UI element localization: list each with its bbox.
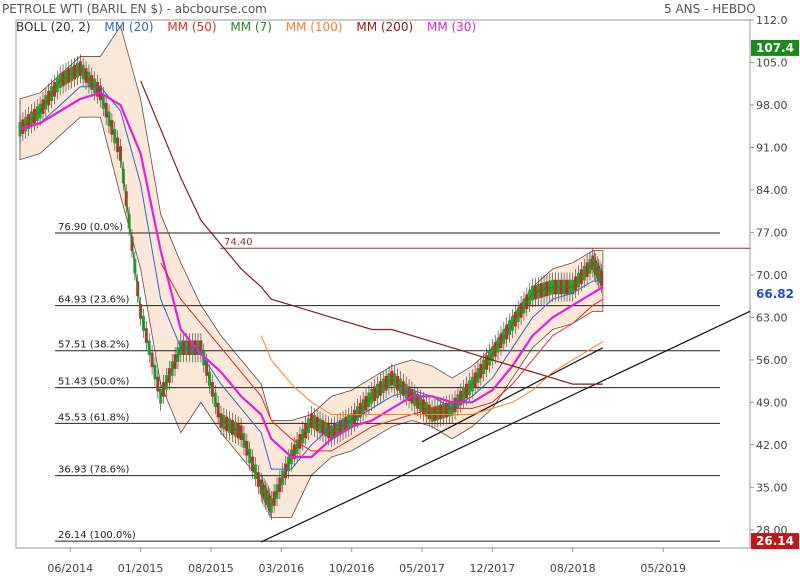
fibonacci-label: 45.53 (61.8%) [58, 412, 129, 423]
legend-item-mm30: MM (30) [426, 20, 477, 34]
x-tick-label: 06/2014 [47, 562, 93, 575]
fibonacci-label: 51.43 (50.0%) [58, 377, 129, 388]
last-high-tag-bg [751, 39, 799, 56]
series-line-mm50 [160, 262, 604, 452]
trend-lines [260, 310, 751, 543]
y-tick-label: 84.00 [756, 184, 788, 197]
x-tick-label: 10/2016 [329, 562, 375, 575]
last-price-tag-bg [751, 286, 799, 303]
fibonacci-levels: 76.90 (0.0%) 64.93 (23.6%) 57.51 (38.2%) 51… [55, 222, 750, 542]
x-tick-label: 08/2018 [550, 562, 596, 575]
support-trend-line [421, 347, 604, 443]
fibonacci-label: 26.14 (100.0%) [58, 530, 136, 541]
legend-item-mm50: MM (50) [167, 20, 217, 34]
legend-item-mm7: MM (7) [230, 20, 272, 34]
candle-body [18, 121, 22, 137]
resistance-label: 74.40 [224, 237, 253, 248]
plot-frame [15, 19, 751, 549]
y-tick-label: 42.00 [756, 439, 788, 452]
support-trend-line [260, 310, 751, 543]
series-line-mm20 [19, 86, 603, 470]
last-high-tag: 107.4 [756, 41, 794, 55]
moving-averages [19, 67, 604, 507]
x-tick-label: 03/2016 [258, 562, 304, 575]
last-price-tag: 66.82 [756, 287, 794, 301]
x-tick-label: 01/2015 [118, 562, 164, 575]
fibonacci-label: 57.51 (38.2%) [58, 340, 129, 351]
y-tick-label: 98.00 [756, 99, 788, 112]
legend: BOLL (20, 2) MM (20) MM (50) MM (7) MM (… [16, 20, 486, 34]
chart-period: 5 ANS - HEBDO [664, 2, 756, 16]
legend-item-mm200: MM (200) [356, 20, 414, 34]
series-line-mm100 [260, 335, 604, 415]
chart-title: PETROLE WTI (BARIL EN $) - abcbourse.com [2, 2, 267, 16]
last-low-tag-bg [751, 533, 799, 550]
x-tick-label: 05/2017 [399, 562, 445, 575]
bollinger-band-area [19, 25, 604, 519]
legend-item-boll: BOLL (20, 2) [16, 20, 91, 34]
price-tags: 107.4 66.82 26.14 [751, 39, 799, 550]
y-axis: 112.0 105.0 98.00 91.00 84.00 77.00 70.00 63.00… [750, 14, 788, 537]
y-tick-label: 56.00 [756, 354, 788, 367]
y-tick-label: 63.00 [756, 311, 788, 324]
x-axis: 06/2014 01/2015 08/2015 03/2016 10/2016 05/20… [47, 548, 686, 575]
bollinger-band [19, 25, 604, 519]
y-tick-label: 49.00 [756, 396, 788, 409]
legend-item-mm100: MM (100) [285, 20, 343, 34]
x-tick-label: 08/2015 [188, 562, 234, 575]
series-line-mm200 [140, 80, 603, 385]
x-tick-label: 05/2019 [640, 562, 686, 575]
legend-item-mm20: MM (20) [104, 20, 154, 34]
y-tick-label: 77.00 [756, 226, 788, 239]
fibonacci-label: 64.93 (23.6%) [58, 295, 129, 306]
y-tick-label: 112.0 [756, 14, 788, 27]
y-tick-label: 105.0 [756, 56, 788, 69]
y-tick-label: 35.00 [756, 481, 788, 494]
fibonacci-label: 36.93 (78.6%) [58, 465, 129, 476]
last-low-tag: 26.14 [756, 534, 794, 548]
y-tick-label: 70.00 [756, 269, 788, 282]
x-tick-label: 12/2017 [469, 562, 515, 575]
y-tick-label: 91.00 [756, 141, 788, 154]
series-line-mm7 [19, 67, 604, 507]
fibonacci-label: 76.90 (0.0%) [58, 222, 123, 233]
